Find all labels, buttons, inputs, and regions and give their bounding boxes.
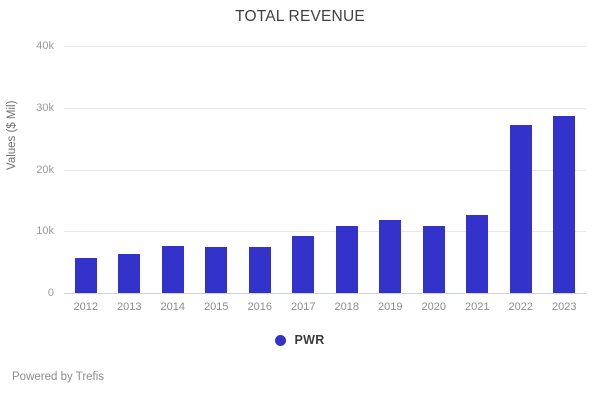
bar-2019[interactable] <box>379 219 402 293</box>
bar-2016[interactable] <box>248 247 271 293</box>
x-tick-label: 2016 <box>247 301 272 313</box>
legend-item-label: PWR <box>294 333 325 347</box>
bar-2022[interactable] <box>509 125 532 293</box>
y-tick-label: 10k <box>36 225 54 238</box>
bar-2015[interactable] <box>205 247 228 293</box>
bar-2012[interactable] <box>74 257 97 293</box>
y-tick-label: 20k <box>36 163 54 176</box>
x-tick-label: 2012 <box>73 301 98 313</box>
bar-2023[interactable] <box>553 116 576 293</box>
bar-2018[interactable] <box>335 225 358 293</box>
circle-marker-icon <box>275 334 287 346</box>
chart-legend: PWR <box>0 333 600 347</box>
gridline-0 <box>64 293 586 294</box>
plot-area <box>64 46 586 294</box>
x-tick-label: 2018 <box>334 301 359 313</box>
x-tick-label: 2015 <box>204 301 229 313</box>
gridline-20k <box>64 169 586 171</box>
x-tick-label: 2022 <box>508 301 533 313</box>
attribution-footer: Powered by Trefis <box>12 371 105 383</box>
bars-layer <box>64 46 586 293</box>
x-tick-label: 2020 <box>421 301 446 313</box>
x-tick-label: 2019 <box>378 301 403 313</box>
x-tick-label: 2021 <box>465 301 490 313</box>
y-tick-label: 30k <box>36 101 54 114</box>
bar-2017[interactable] <box>292 235 315 293</box>
y-tick-label: 40k <box>36 40 54 52</box>
chart-title: TOTAL REVENUE <box>235 8 365 25</box>
x-tick-label: 2013 <box>117 301 142 313</box>
gridline-30k <box>64 107 586 109</box>
x-tick-label: 2014 <box>160 301 185 313</box>
x-tick-label: 2017 <box>291 301 316 313</box>
x-tick-label: 2023 <box>552 301 577 313</box>
gridline-40k <box>64 46 586 47</box>
y-tick-label: 0 <box>47 287 54 299</box>
bar-2013[interactable] <box>118 254 141 293</box>
bar-2021[interactable] <box>466 214 489 293</box>
bar-2020[interactable] <box>422 225 445 293</box>
bar-2014[interactable] <box>161 246 184 293</box>
gridline-10k <box>64 231 586 233</box>
